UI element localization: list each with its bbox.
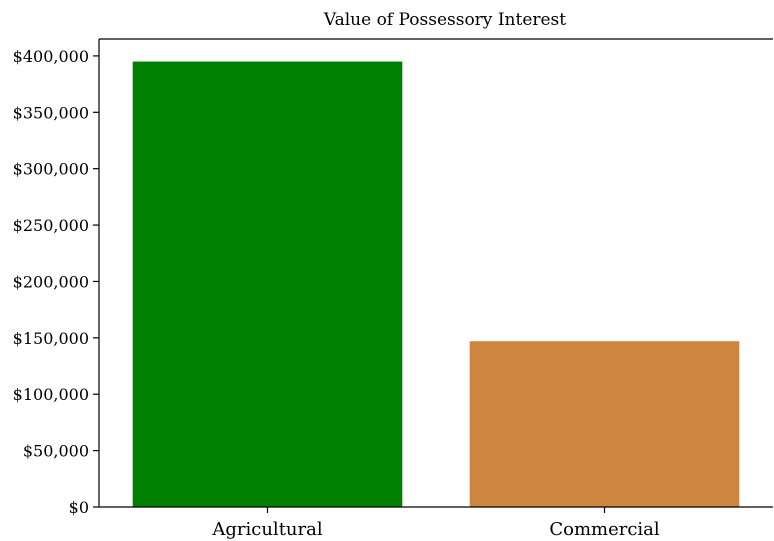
y-tick-label: $300,000 <box>13 160 89 179</box>
x-tick-label: Commercial <box>549 519 660 540</box>
y-tick-label: $350,000 <box>13 103 89 122</box>
y-tick-label: $250,000 <box>13 216 89 235</box>
plot-frame <box>98 38 773 508</box>
x-tick-label: Agricultural <box>211 519 322 540</box>
y-axis: $0 $50,000 $100,000 $150,000 $200,000 $250,00… <box>13 47 99 517</box>
y-tick-label: $50,000 <box>23 442 89 461</box>
x-axis: Agricultural Commercial <box>211 507 660 540</box>
bars-group <box>132 61 740 507</box>
y-tick-label: $150,000 <box>13 329 89 348</box>
bar-commercial <box>469 341 740 507</box>
chart-title: Value of Possessory Interest <box>323 10 566 30</box>
y-tick-label: $400,000 <box>13 47 89 66</box>
y-tick-label: $0 <box>69 498 89 517</box>
bar-agricultural <box>132 61 403 507</box>
y-tick-label: $100,000 <box>13 385 89 404</box>
y-tick-label: $200,000 <box>13 272 89 291</box>
